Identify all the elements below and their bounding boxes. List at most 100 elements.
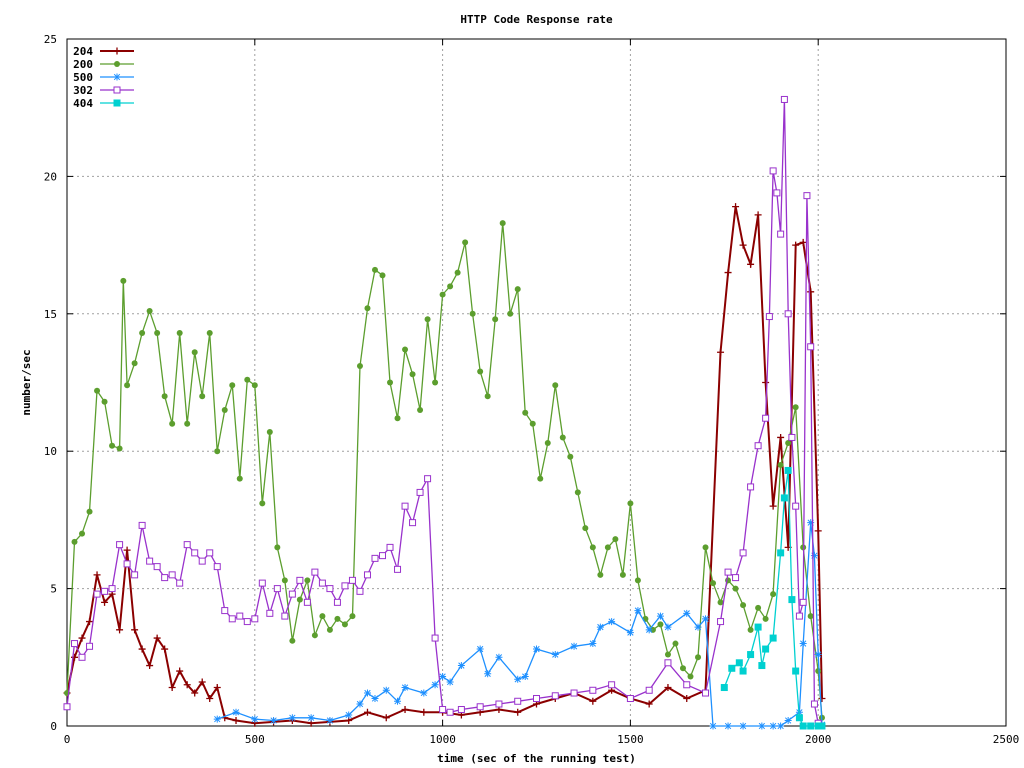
data-point-200 [387,379,394,386]
data-point-200 [762,615,769,622]
data-point-302 [773,189,781,197]
data-point-200 [529,420,536,427]
data-point-302 [762,414,770,422]
data-point-500 [382,686,390,694]
data-point-500 [626,629,634,637]
data-point-200 [251,382,258,389]
data-point-200 [191,349,198,356]
legend-label: 404 [73,97,93,110]
data-point-200 [627,500,634,507]
data-point-302 [424,475,432,483]
data-point-302 [807,343,815,351]
data-point-200 [79,530,86,537]
data-point-204 [724,269,732,277]
data-point-404 [777,549,785,557]
data-point-500 [394,697,402,705]
data-point-204 [138,645,146,653]
data-point-404 [799,722,807,730]
data-point-302 [457,706,465,714]
data-point-200 [717,599,724,606]
data-point-404 [758,662,766,670]
data-point-204 [645,700,653,708]
data-point-204 [93,571,101,579]
data-point-200 [589,544,596,551]
data-point-204 [146,662,154,670]
data-point-200 [507,310,514,317]
data-point-500 [326,717,334,725]
data-point-302 [168,571,176,579]
data-point-302 [273,585,281,593]
data-point-500 [401,684,409,692]
data-point-302 [236,612,244,620]
data-point-500 [232,708,240,716]
data-point-200 [120,277,127,284]
data-point-200 [139,330,146,337]
data-point-302 [243,618,251,626]
data-point-204 [739,241,747,249]
data-point-200 [417,406,424,413]
data-point-200 [131,360,138,367]
y-tick-label: 20 [44,170,57,183]
data-point-204 [153,634,161,642]
data-point-302 [476,703,484,711]
data-point-500 [431,681,439,689]
data-point-200 [597,571,604,578]
data-point-302 [792,502,800,510]
data-point-302 [318,579,326,587]
data-point-302 [153,563,161,571]
data-point-302 [784,310,792,318]
data-point-404 [780,494,788,502]
legend-item-500: 500 [73,71,134,84]
data-point-302 [213,563,221,571]
data-point-200 [619,571,626,578]
y-tick-label: 5 [50,583,57,596]
data-point-302 [626,695,634,703]
data-point-302 [803,192,811,200]
data-point-302 [765,313,773,321]
data-point-302 [146,557,154,565]
data-point-500 [420,689,428,697]
data-point-200 [740,602,747,609]
data-point-204 [232,717,240,725]
data-point-200 [747,626,754,633]
data-point-302 [533,695,540,703]
data-point-302 [311,568,319,576]
legend-swatch-marker [113,73,121,81]
data-point-302 [183,541,191,549]
data-point-302 [589,686,597,694]
data-point-302 [191,549,199,557]
data-point-500 [814,651,822,659]
data-point-404 [769,634,777,642]
data-point-200 [94,387,101,394]
legend-label: 302 [73,84,93,97]
data-point-500 [213,715,221,723]
data-point-500 [769,722,777,730]
data-point-302 [379,552,387,560]
ticks: 0 500 1000 1500 2000 2500 0 5 10 15 20 25 [44,33,1020,746]
data-point-200 [71,538,78,545]
data-point-302 [664,659,672,667]
x-tick-label: 500 [245,733,265,746]
data-point-204 [71,653,79,661]
data-point-200 [537,475,544,482]
data-point-302 [570,689,578,697]
data-point-500 [457,662,465,670]
data-point-200 [311,632,318,639]
data-point-302 [401,502,409,510]
data-point-302 [754,442,762,450]
data-point-200 [371,266,378,273]
data-point-200 [146,308,153,315]
data-point-200 [199,393,206,400]
data-point-204 [732,203,740,211]
data-point-204 [191,689,199,697]
data-point-302 [777,230,785,238]
data-point-200 [792,404,799,411]
data-point-500 [589,640,597,648]
data-point-204 [86,618,94,626]
data-point-200 [409,371,416,378]
data-point-200 [574,489,581,496]
data-point-500 [596,623,604,631]
data-point-204 [206,695,214,703]
data-point-500 [694,623,702,631]
